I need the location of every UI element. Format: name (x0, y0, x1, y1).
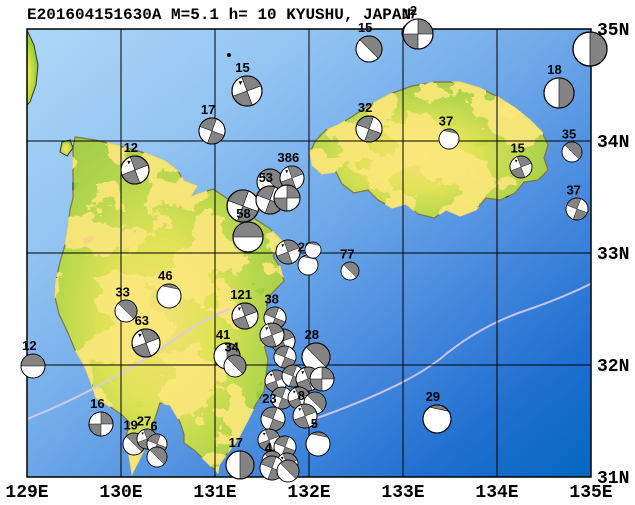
svg-text:32N: 32N (597, 357, 629, 377)
svg-text:37: 37 (439, 114, 453, 129)
svg-text:18: 18 (547, 62, 561, 77)
svg-text:15: 15 (235, 60, 249, 75)
svg-text:58: 58 (236, 206, 250, 221)
svg-text:33N: 33N (597, 245, 629, 265)
svg-text:15: 15 (358, 20, 372, 35)
svg-text:12: 12 (22, 338, 36, 353)
svg-text:4: 4 (265, 440, 273, 455)
svg-text:77: 77 (340, 247, 354, 262)
svg-text:12: 12 (124, 140, 138, 155)
svg-text:130E: 130E (99, 483, 142, 503)
svg-text:8: 8 (298, 388, 305, 403)
svg-text:37: 37 (566, 182, 580, 197)
svg-text:28: 28 (305, 327, 319, 342)
svg-text:19: 19 (123, 417, 137, 432)
svg-text:16: 16 (90, 396, 104, 411)
svg-text:132E: 132E (287, 483, 330, 503)
svg-text:6: 6 (150, 419, 157, 434)
svg-text:34: 34 (224, 339, 239, 354)
svg-text:33: 33 (115, 284, 129, 299)
svg-text:29: 29 (426, 389, 440, 404)
svg-text:5: 5 (311, 416, 318, 431)
svg-text:17: 17 (229, 435, 243, 450)
svg-text:46: 46 (158, 268, 172, 283)
svg-text:23: 23 (262, 391, 276, 406)
svg-text:134E: 134E (475, 483, 518, 503)
svg-text:63: 63 (135, 313, 149, 328)
svg-text:17: 17 (201, 102, 215, 117)
svg-text:53: 53 (259, 170, 273, 185)
svg-text:38: 38 (264, 291, 278, 306)
svg-text:32: 32 (358, 100, 372, 115)
svg-text:35: 35 (562, 127, 576, 142)
svg-text:386: 386 (278, 150, 300, 165)
svg-text:31N: 31N (597, 469, 629, 489)
svg-text:121: 121 (230, 287, 252, 302)
svg-text:34N: 34N (597, 133, 629, 153)
svg-text:27: 27 (137, 414, 151, 429)
svg-text:E201604151630A M=5.1 h= 10: E201604151630A M=5.1 h= 10 KYUSHU, JAPAN (27, 6, 411, 24)
svg-text:2: 2 (410, 3, 417, 18)
svg-text:15: 15 (510, 140, 524, 155)
svg-text:129E: 129E (5, 483, 48, 503)
svg-text:131E: 131E (193, 483, 236, 503)
svg-text:133E: 133E (381, 483, 424, 503)
